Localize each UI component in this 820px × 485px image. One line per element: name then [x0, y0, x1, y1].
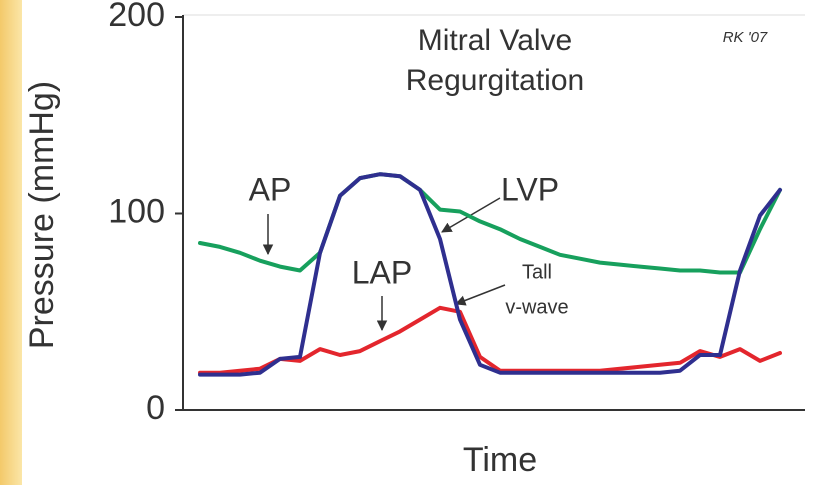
y-tick-label: 100 — [108, 192, 165, 230]
x-axis-label: Time — [463, 441, 537, 479]
series-line — [198, 172, 782, 377]
arrow — [455, 284, 506, 306]
series-line — [198, 305, 782, 375]
series-label: AP — [249, 171, 292, 207]
annotation: Tall — [522, 261, 552, 283]
series-label: LAP — [352, 254, 412, 290]
y-tick-label: 0 — [146, 389, 165, 427]
title-line: Regurgitation — [406, 64, 584, 97]
y-tick-label: 200 — [108, 0, 165, 34]
annotation: v-wave — [505, 296, 568, 318]
series-label: LVP — [501, 171, 559, 207]
y-axis-label: Pressure (mmHg) — [23, 81, 61, 349]
title-line: Mitral Valve — [418, 24, 572, 57]
credit: RK '07 — [723, 29, 768, 46]
series-line — [198, 172, 782, 275]
side-strip — [0, 0, 22, 485]
